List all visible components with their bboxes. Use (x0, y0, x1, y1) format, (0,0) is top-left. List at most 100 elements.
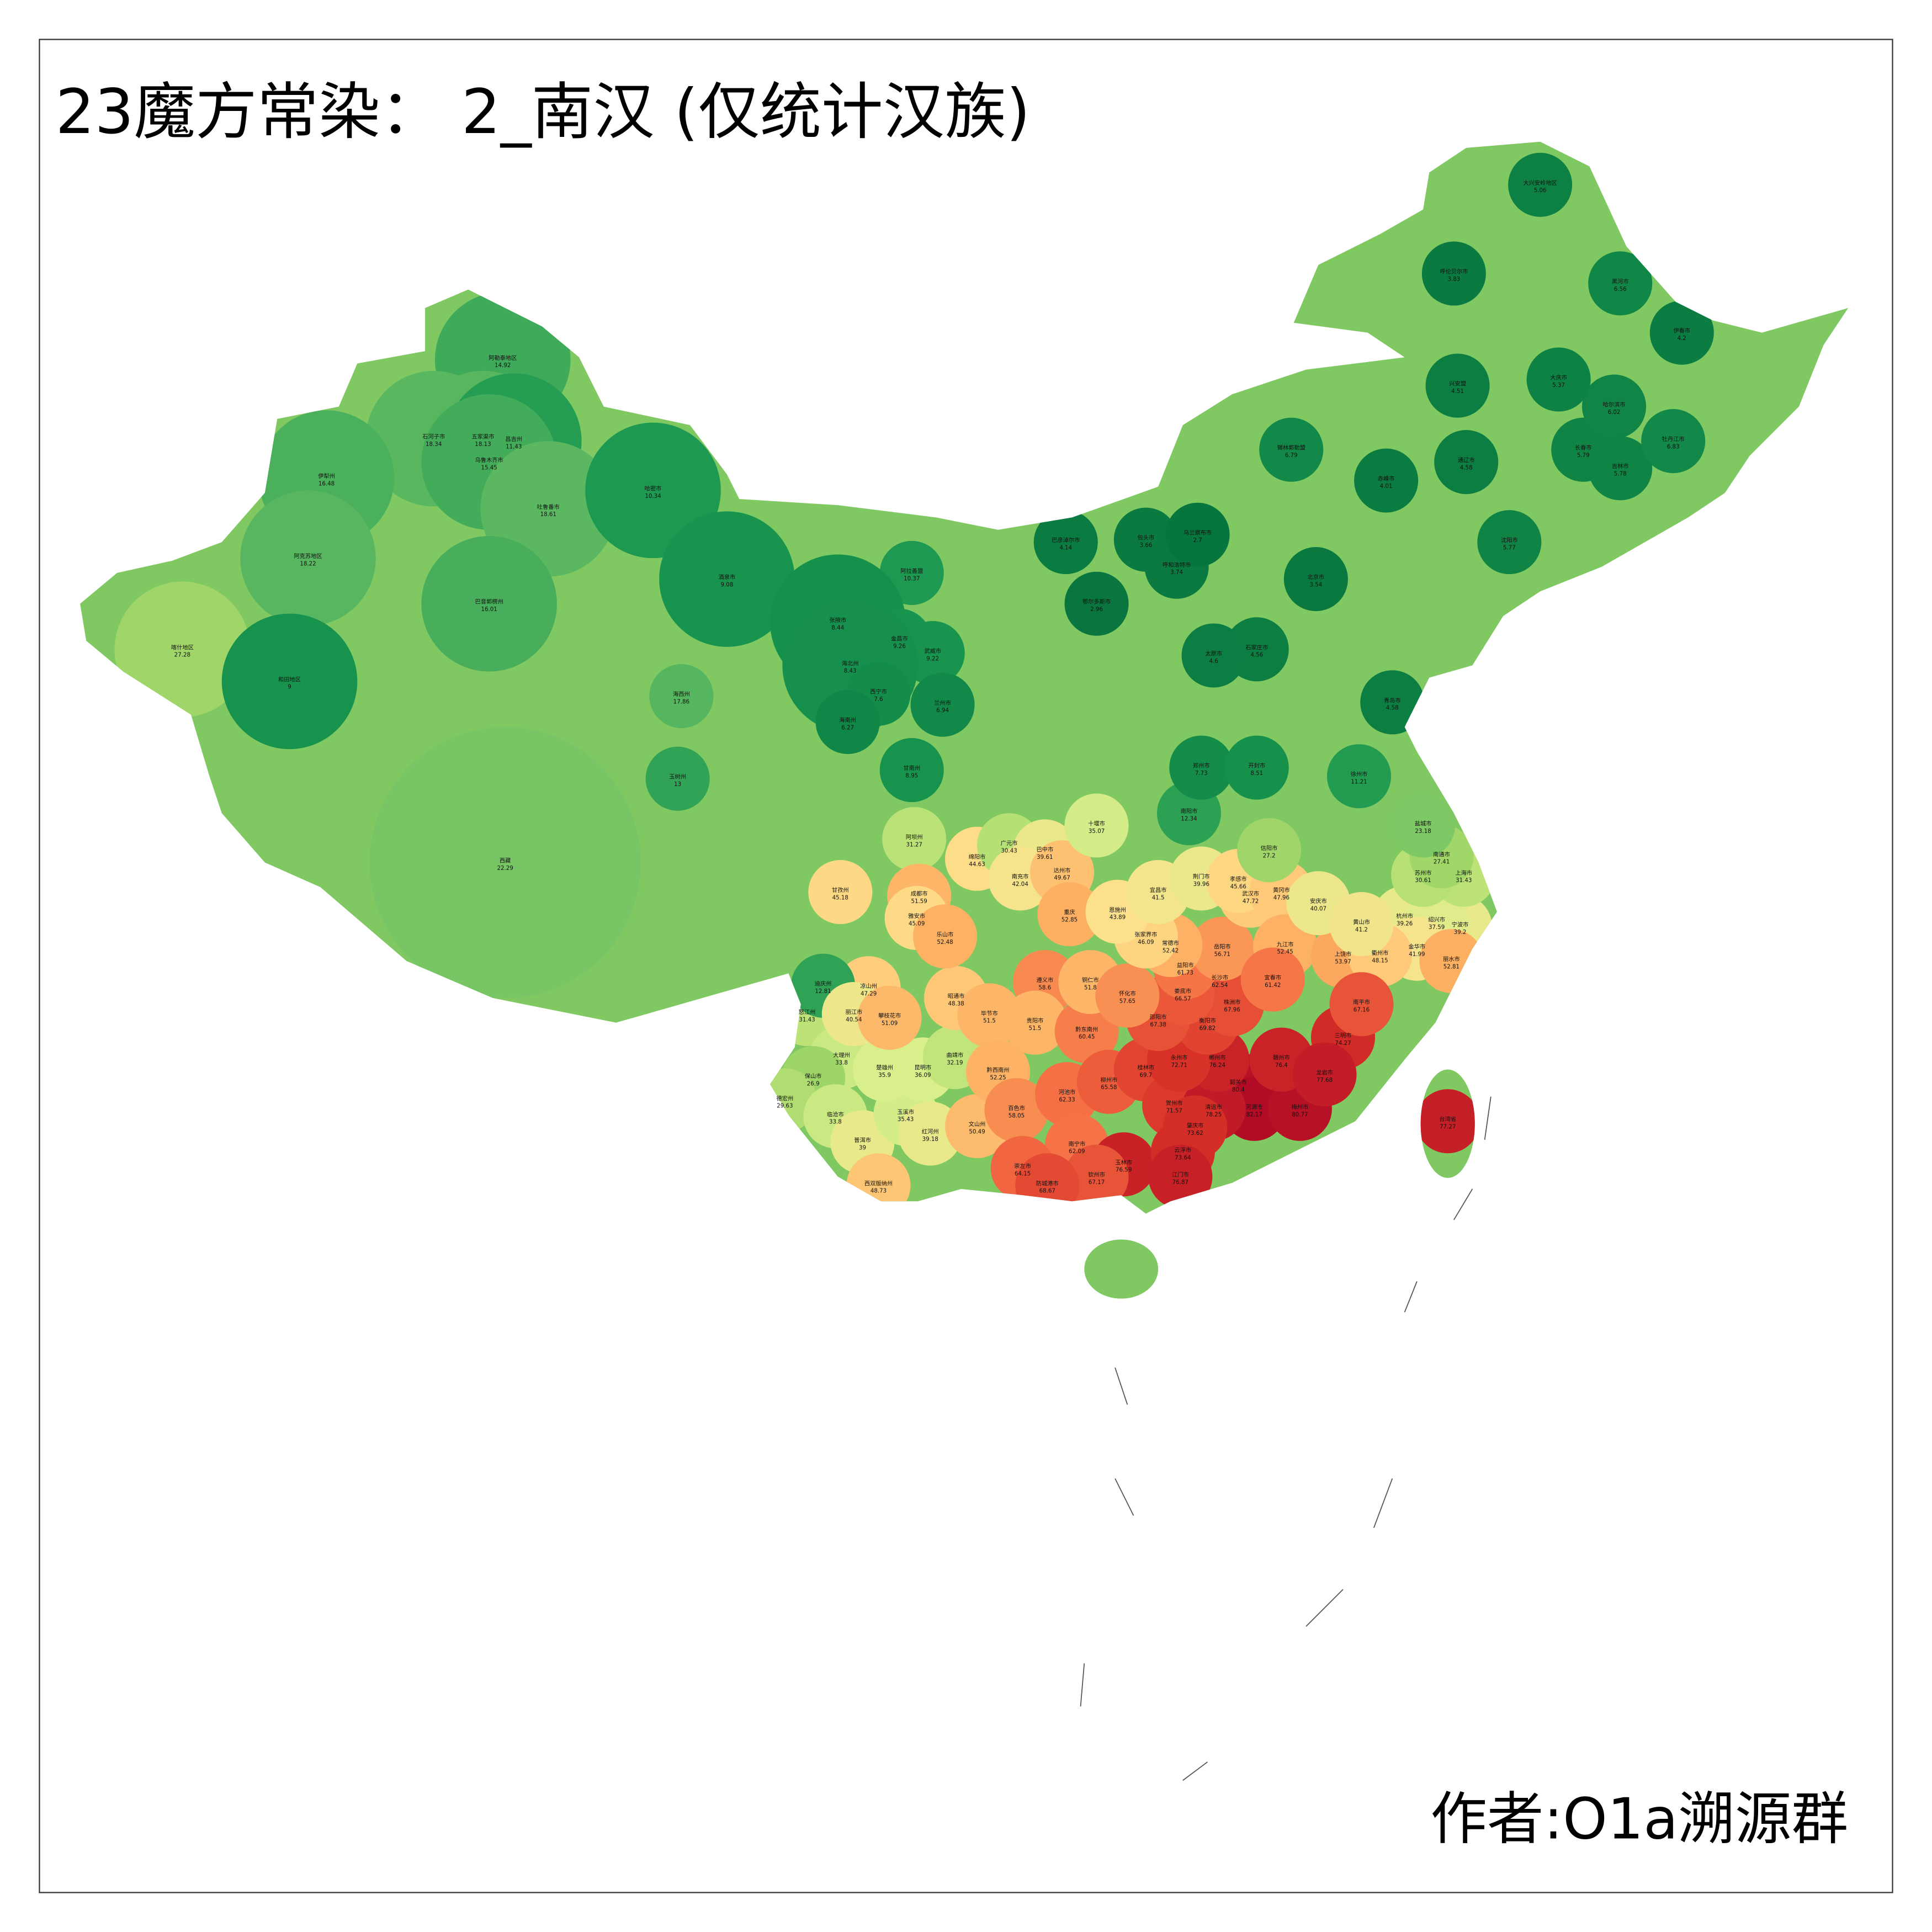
region-name: 宜昌市 (1150, 887, 1167, 894)
region-name: 和田地区 (278, 676, 301, 683)
region (1421, 241, 1486, 306)
region (1434, 430, 1499, 495)
region-name: 安庆市 (1310, 898, 1327, 905)
region-value: 9.26 (893, 643, 906, 650)
region-value: 57.65 (1119, 998, 1135, 1005)
region-value: 69.82 (1199, 1025, 1216, 1032)
region-name: 河源市 (1246, 1103, 1263, 1111)
region-value: 65.58 (1101, 1084, 1117, 1091)
region-name: 红河州 (922, 1128, 939, 1135)
region-name: 哈尔滨市 (1603, 401, 1626, 408)
region-value: 10.34 (645, 493, 661, 500)
region-value: 52.48 (937, 939, 953, 946)
region-name: 盐城市 (1415, 820, 1432, 827)
region-value: 78.25 (1206, 1111, 1222, 1118)
region-value: 48.73 (871, 1188, 887, 1195)
region-name: 吐鲁番市 (537, 503, 560, 511)
region-value: 41.99 (1409, 951, 1425, 958)
region (879, 738, 944, 803)
region-value: 48.15 (1372, 957, 1388, 964)
region (1526, 347, 1591, 412)
region-value: 41.2 (1355, 926, 1368, 933)
region-value: 27.28 (174, 652, 190, 659)
region-name: 河池市 (1059, 1089, 1076, 1096)
region (1391, 793, 1456, 858)
region-name: 孝感市 (1230, 875, 1247, 883)
region-value: 6.56 (1614, 286, 1627, 293)
region-value: 51.59 (911, 898, 927, 905)
region-value: 39.61 (1037, 854, 1053, 861)
region (1292, 1042, 1357, 1107)
region-layer (114, 152, 1714, 1218)
region-name: 迪庆州 (815, 980, 832, 988)
region-value: 17.86 (673, 699, 689, 705)
region-value: 66.57 (1175, 995, 1191, 1002)
region-value: 8.44 (831, 625, 844, 631)
region-value: 67.17 (1089, 1179, 1105, 1186)
region-name: 苏州市 (1415, 869, 1432, 877)
region-value: 9.08 (721, 581, 734, 588)
region-value: 52.45 (1277, 949, 1293, 956)
region-name: 遵义市 (1036, 976, 1053, 984)
region-name: 德宏州 (776, 1095, 793, 1102)
region-value: 50.49 (969, 1129, 985, 1135)
region (659, 511, 795, 647)
region-name: 张家界市 (1134, 931, 1157, 938)
region (1649, 300, 1714, 365)
author-credit: 作者:O1a溯源群 (1430, 1786, 1848, 1852)
region (984, 1078, 1049, 1143)
region-name: 黄冈市 (1273, 887, 1290, 894)
region-value: 47.72 (1243, 898, 1259, 905)
region-name: 楚雄州 (876, 1064, 893, 1071)
region-name: 怒江州 (799, 1009, 816, 1016)
region-value: 11.21 (1351, 779, 1367, 785)
region-value: 49.67 (1054, 875, 1070, 882)
region-name: 赤峰市 (1378, 475, 1395, 482)
region-name: 台湾省 (1439, 1116, 1456, 1123)
region-value: 8.95 (905, 772, 918, 779)
region-value: 7.6 (874, 696, 883, 703)
region-value: 7.73 (1195, 770, 1208, 777)
region-name: 北京市 (1308, 574, 1325, 581)
region (1224, 735, 1289, 800)
region-value: 2.7 (1193, 537, 1202, 544)
region-name: 娄底市 (1174, 988, 1191, 995)
region-value: 61.42 (1265, 982, 1281, 989)
region-value: 76.87 (1172, 1179, 1188, 1186)
region-name: 玉林市 (1115, 1159, 1132, 1166)
region-value: 36.09 (915, 1072, 931, 1079)
region-value: 72.71 (1171, 1062, 1187, 1069)
region-value: 45.18 (832, 894, 848, 901)
region-value: 35.43 (898, 1116, 914, 1123)
region-value: 5.78 (1614, 471, 1627, 477)
region-name: 贵阳市 (1027, 1017, 1044, 1025)
region-name: 甘南州 (903, 765, 920, 772)
region (1113, 507, 1178, 572)
region-value: 6.02 (1608, 409, 1621, 416)
region-name: 贺州市 (1166, 1100, 1183, 1107)
region (910, 672, 975, 737)
region-value: 16.01 (481, 606, 497, 613)
region-name: 巴中市 (1036, 846, 1053, 853)
region-name: 昭通市 (948, 992, 965, 1000)
region-name: 恩施州 (1109, 906, 1126, 914)
region-name: 崇左市 (1014, 1163, 1031, 1170)
region (1354, 448, 1419, 513)
region-name: 张掖市 (829, 617, 846, 624)
region (1148, 1144, 1213, 1209)
region-name: 衢州市 (1372, 949, 1389, 957)
region-name: 毕节市 (981, 1010, 998, 1017)
region-value: 33.8 (835, 1060, 848, 1066)
region-name: 绵阳市 (969, 853, 986, 861)
region-name: 黄山市 (1353, 919, 1370, 926)
region-value: 3.74 (1170, 569, 1183, 576)
region-value: 67.16 (1354, 1007, 1370, 1013)
region-name: 五家渠市 (471, 433, 494, 440)
region-value: 26.9 (807, 1080, 820, 1087)
region-value: 39 (859, 1145, 866, 1151)
region-name: 南阳市 (1181, 808, 1198, 815)
region (1425, 353, 1490, 418)
region-value: 47.96 (1273, 894, 1289, 901)
region (912, 904, 978, 969)
region-value: 67.38 (1150, 1021, 1166, 1028)
